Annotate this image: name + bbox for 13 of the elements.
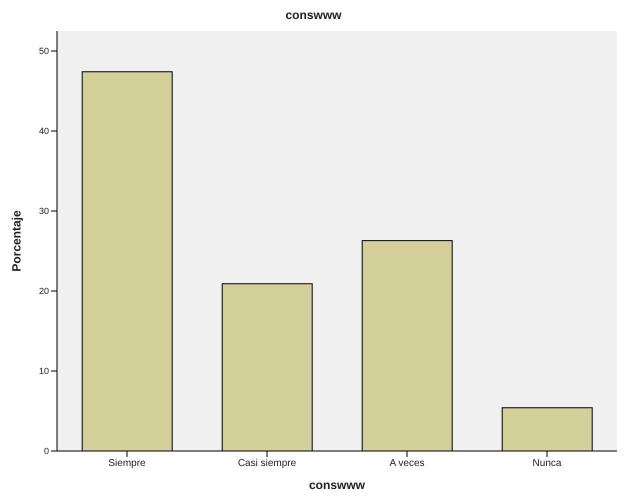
y-tick-label: 20 <box>38 286 49 296</box>
y-tick-label: 30 <box>38 206 49 216</box>
x-tick-label: Nunca <box>532 458 562 470</box>
x-axis-title: conswww <box>308 478 366 492</box>
y-tick-label: 10 <box>38 366 49 376</box>
x-tick-label: Casi siempre <box>238 458 297 470</box>
x-tick-label: Siempre <box>108 458 146 470</box>
x-tick-label: A veces <box>389 458 425 470</box>
y-axis-title: Porcentaje <box>9 210 24 272</box>
chart-title: conswww <box>284 8 342 22</box>
y-tick-label: 50 <box>38 46 49 56</box>
y-tick-label: 40 <box>38 126 49 136</box>
y-tick-label: 0 <box>44 446 49 456</box>
